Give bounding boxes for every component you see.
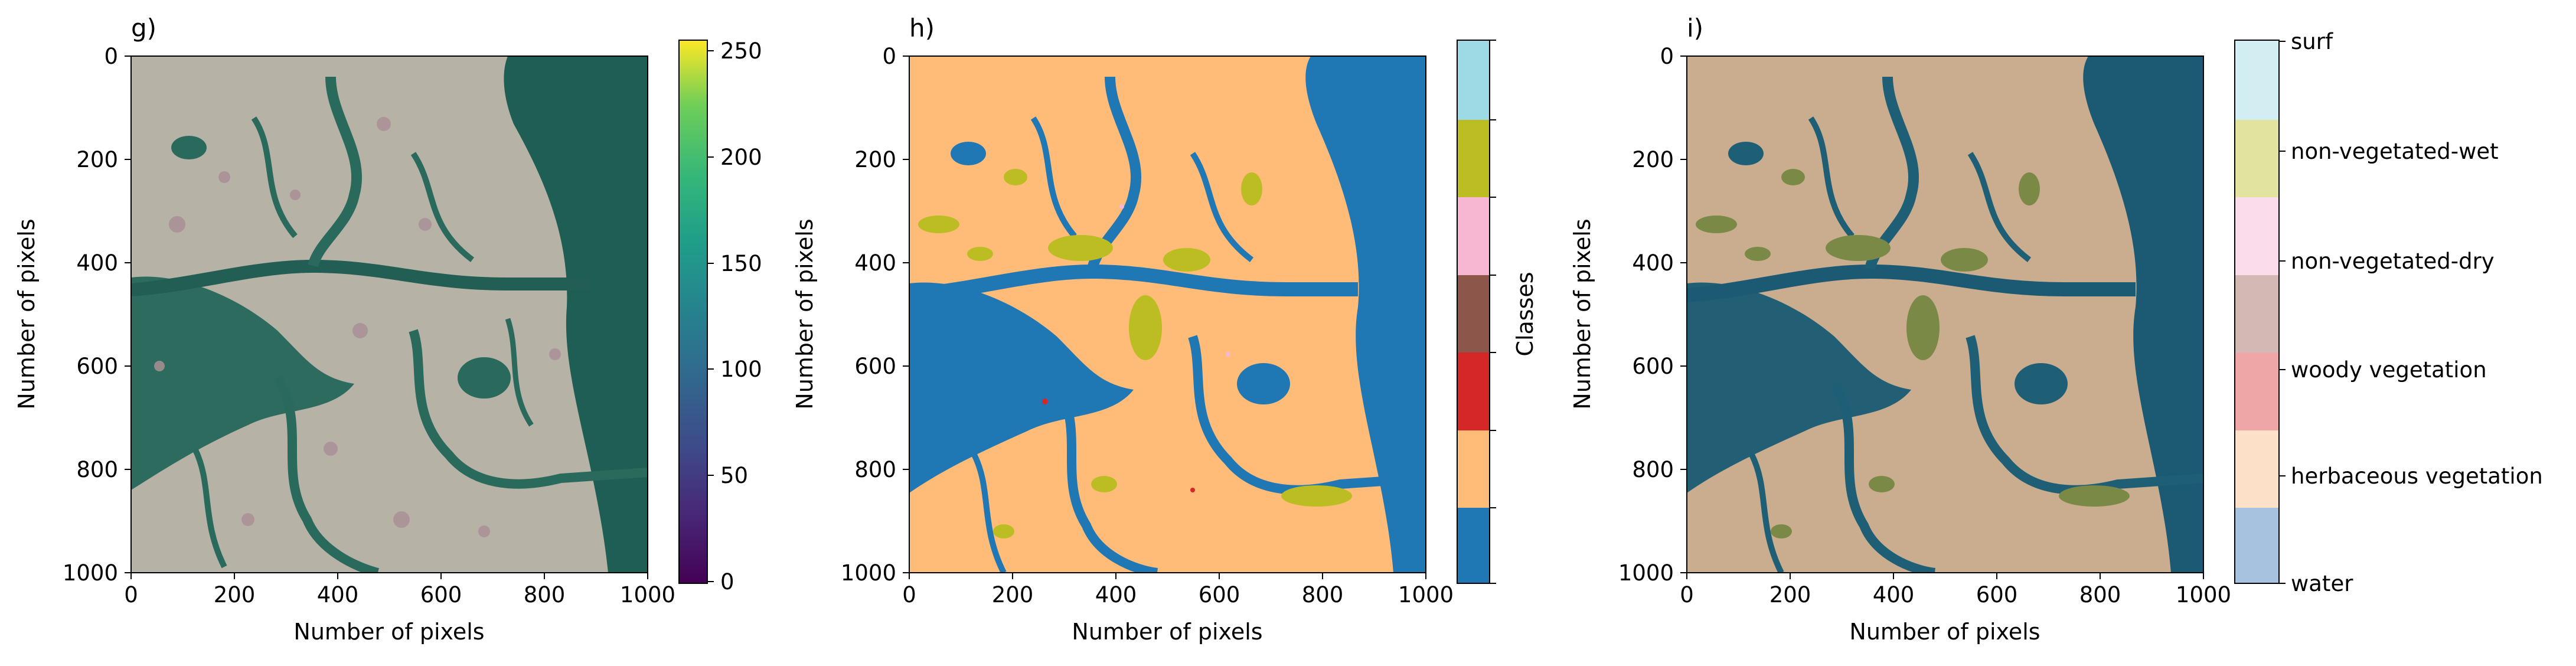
class-label-woody-vegetation: woody vegetation [2291,357,2487,383]
colorbar-tick-label: 150 [720,251,762,276]
axes-frame [1686,56,2204,573]
x-tick-label: 400 [317,582,359,608]
y-tick-label: 600 [76,354,118,379]
colorbar: Classes [1457,40,1538,584]
y-tick-label: 800 [1632,457,1674,482]
y-axis-label: Number of pixels [14,218,40,409]
x-axis-label: Number of pixels [1072,619,1262,645]
x-tick-label: 800 [524,582,566,608]
y-tick-label: 200 [854,147,896,172]
panel-label: h) [909,14,935,43]
x-axis: 0 200 400 600 800 1000 Number of pixels [902,573,1454,645]
x-tick-label: 600 [1976,582,2018,608]
x-tick-label: 600 [420,582,462,608]
satellite-image [131,56,648,573]
colorbar-tick-label: 200 [720,145,762,170]
axes-frame [909,56,1426,573]
classification-map [909,56,1426,573]
y-tick-label: 0 [104,44,118,69]
x-tick-label: 200 [1769,582,1811,608]
x-tick-label: 800 [1302,582,1344,608]
class-colorbar: water herbaceous vegetation woody vegeta… [2234,29,2543,596]
y-tick-label: 600 [854,354,896,379]
y-tick-label: 600 [1632,354,1674,379]
y-axis: 0 200 400 600 800 1000 Number of pixels [14,44,131,586]
x-tick-label: 800 [2079,582,2121,608]
panel-i: i) [1569,14,2543,645]
y-axis-label: Number of pixels [1569,218,1595,409]
y-axis-label: Number of pixels [792,218,818,409]
class-label-surf: surf [2291,29,2333,54]
x-tick-label: 0 [902,582,916,608]
y-tick-label: 400 [76,250,118,276]
y-tick-label: 400 [854,250,896,276]
colorbar-label: Classes [1512,272,1538,356]
colorbar: 0 50 100 150 200 250 [678,38,762,595]
y-axis: 0 200 400 600 800 1000 Number of pixels [1569,44,1687,586]
panel-g: g) [14,14,762,645]
x-tick-label: 400 [1095,582,1137,608]
x-tick-label: 200 [992,582,1034,608]
panel-h: h) [792,14,1538,645]
y-axis: 0 200 400 600 800 1000 Number of pixels [792,44,909,586]
x-tick-label: 1000 [620,582,675,608]
x-axis-label: Number of pixels [293,619,484,645]
x-axis: 0 200 400 600 800 1000 Number of pixels [1680,573,2231,645]
y-tick-label: 1000 [841,560,896,586]
class-label-non-vegetated-wet: non-vegetated-wet [2291,139,2499,164]
x-tick-label: 1000 [2176,582,2231,608]
axes-frame [130,56,648,573]
x-tick-label: 0 [1680,582,1694,608]
class-label-herbaceous-vegetation: herbaceous vegetation [2291,463,2543,489]
x-axis-label: Number of pixels [1849,619,2040,645]
x-tick-label: 0 [124,582,138,608]
y-tick-label: 0 [1660,44,1674,69]
y-tick-label: 200 [76,147,118,172]
x-tick-label: 1000 [1398,582,1454,608]
class-label-water: water [2291,571,2353,596]
y-tick-label: 800 [76,457,118,482]
y-tick-label: 800 [854,457,896,482]
x-tick-label: 200 [214,582,256,608]
y-tick-label: 1000 [63,560,118,586]
panel-label: g) [131,14,156,43]
x-axis: 0 200 400 600 800 1000 Number of pixels [124,573,675,645]
colorbar-tick-label: 50 [720,463,748,488]
x-tick-label: 600 [1199,582,1240,608]
colorbar-tick-label: 0 [720,569,734,595]
y-tick-label: 0 [882,44,896,69]
y-tick-label: 200 [1632,147,1674,172]
colorbar-tick-label: 250 [720,38,762,64]
y-tick-label: 400 [1632,250,1674,276]
panel-label: i) [1687,14,1703,43]
y-tick-label: 1000 [1618,560,1674,586]
overlay-image [1687,56,2203,573]
x-tick-label: 400 [1873,582,1915,608]
class-label-non-vegetated-dry: non-vegetated-dry [2291,249,2495,274]
colorbar-tick-label: 100 [720,357,762,382]
